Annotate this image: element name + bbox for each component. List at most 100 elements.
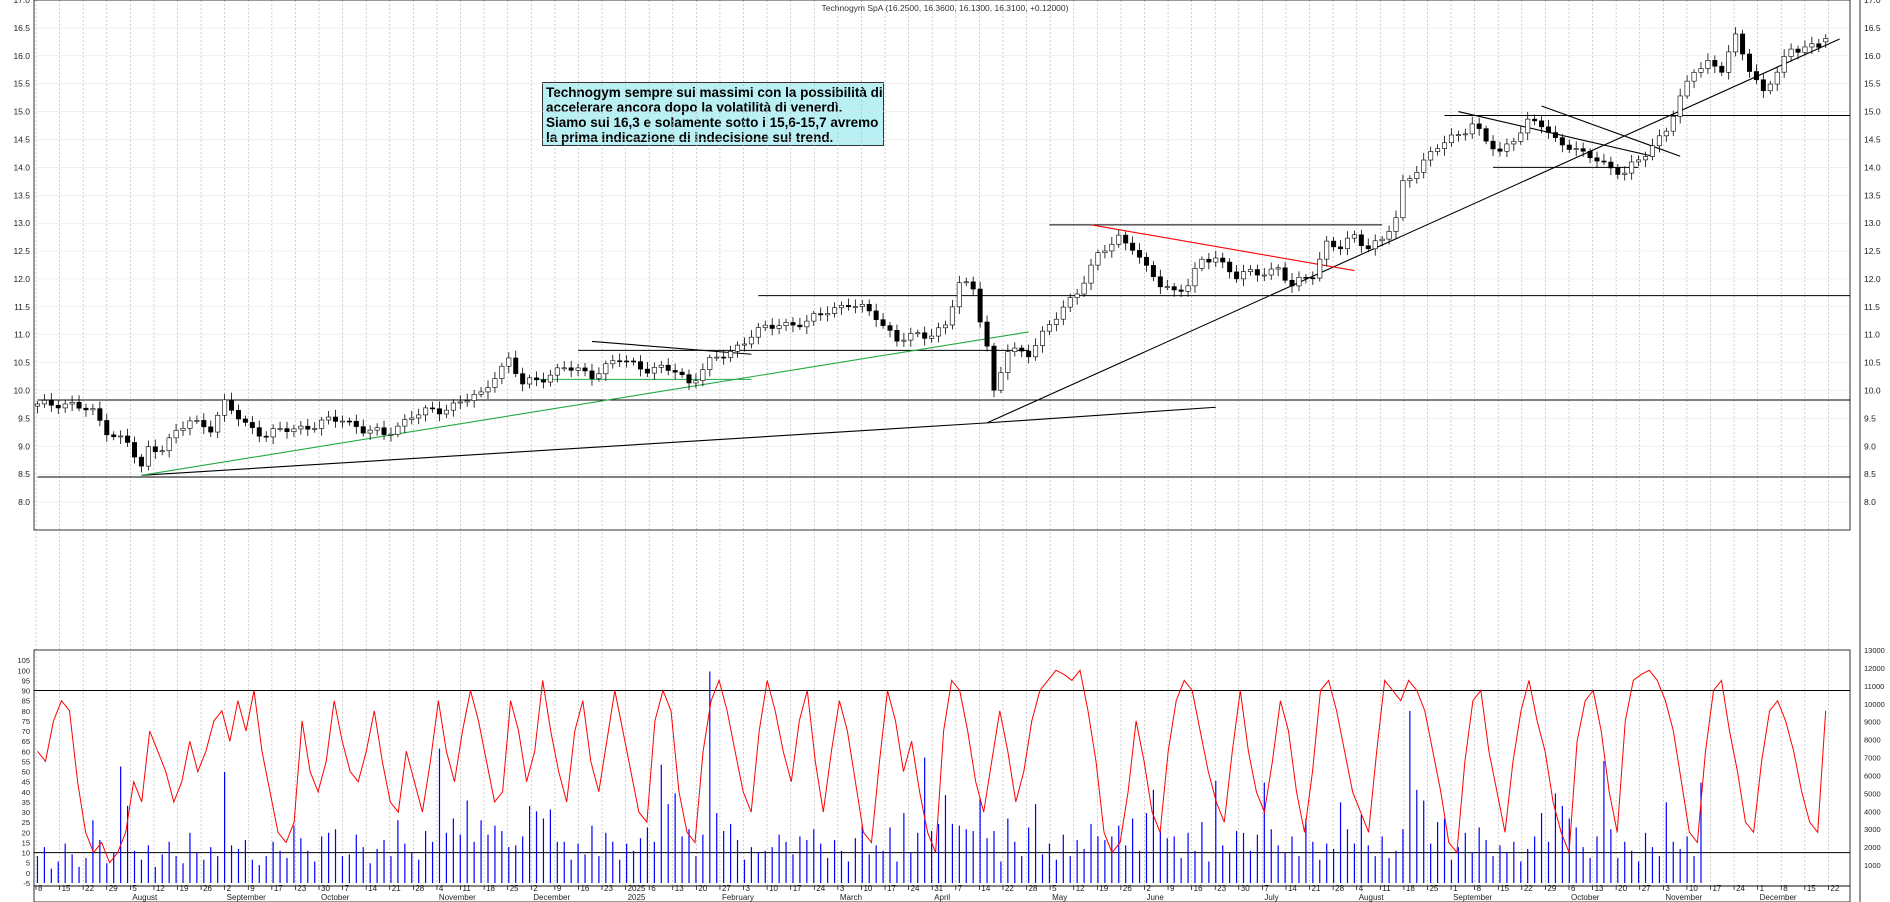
candle-body [832,307,838,314]
candle-body [1622,172,1628,175]
y-tick-label-right: 16.5 [1864,23,1881,33]
candle-body [977,288,983,323]
candle-body [589,370,595,379]
y-tick-label-left: 11.5 [14,302,30,312]
candle-body [1358,234,1364,247]
x-tick-label: 29 [1547,884,1556,893]
candle-body [700,369,706,381]
candle-body [1511,141,1517,145]
x-tick-label: 17 [274,884,283,893]
candle-body [1143,256,1149,266]
candle-body [395,425,401,435]
candle-body [582,367,588,372]
candle-body [1254,269,1260,276]
candle-body [520,373,526,385]
candle-body [845,305,851,308]
candle-body [859,304,865,307]
candle-body [1005,351,1011,373]
month-label: December [1760,893,1797,902]
y-tick-label-right: 14.0 [1864,162,1881,172]
candle-body [173,430,179,439]
annotation-line: Siamo sui 16,3 e solamente sotto i 15,6-… [546,115,879,130]
candle-body [353,420,359,427]
candle-body [1046,324,1052,332]
candle-body [1649,145,1655,157]
y-tick-label-right: 8.5 [1864,469,1876,479]
x-tick-label: 4 [1359,884,1364,893]
x-tick-label: 8 [38,884,43,893]
candle-body [249,422,255,428]
x-tick-label: 19 [180,884,189,893]
candle-body [367,429,373,434]
candle-body [270,428,276,438]
x-tick-label: 23 [604,884,613,893]
candle-body [215,414,221,433]
candle-body [1227,261,1233,273]
month-label: April [934,893,950,902]
y-tick-label-left: 14.5 [13,134,30,144]
stochastic-line [37,669,1827,864]
candle-body [222,399,228,416]
candle-body [866,304,872,312]
candle-body [1053,318,1059,325]
candle-body [811,313,817,322]
candle-body [804,320,810,328]
candle-body [284,428,290,432]
candle-body [991,345,997,391]
candle-body [1566,144,1572,150]
candle-body [1282,267,1288,281]
candle-body [783,322,789,326]
candle-body [901,339,907,342]
candle-body [547,374,553,383]
candle-body [1462,133,1468,136]
candle-body [194,420,200,422]
candle-body [915,332,921,335]
y-tick-label-left: 14.0 [13,162,30,172]
candle-body [1774,71,1780,85]
y-tick-label-right: 17.0 [1864,0,1881,5]
candle-body [561,367,567,370]
candle-body [1788,48,1794,57]
stoch-tick-label: 85 [22,697,30,706]
month-label: May [1052,893,1067,902]
x-tick-label: 22 [85,884,94,893]
candle-body [1220,257,1226,263]
stoch-tick-label: 95 [22,676,30,685]
candle-body [1095,252,1101,266]
candle-body [1192,268,1198,287]
candle-body [887,325,893,331]
candle-body [665,364,671,371]
candle-body [180,428,186,431]
x-tick-label: 3 [746,884,751,893]
candle-body [1663,130,1669,137]
month-label: July [1264,893,1278,902]
stoch-tick-label: 50 [22,768,30,777]
x-tick-label: 6 [651,884,656,893]
volume-tick-label: 13000 [1864,646,1885,655]
candle-body [1587,150,1593,159]
candle-body [880,319,886,326]
candle-body [69,401,75,405]
x-tick-label: 24 [1736,884,1745,893]
candle-body [554,367,560,376]
candle-body [346,420,352,423]
candle-body [755,327,761,338]
x-tick-label: 14 [981,884,990,893]
candle-body [1060,306,1066,320]
candle-body [1234,271,1240,280]
x-tick-label: 12 [1076,884,1085,893]
candle-body [658,364,664,368]
candle-body [187,420,193,429]
candle-body [575,367,581,371]
candle-body [339,420,345,423]
candle-body [762,324,768,328]
y-tick-label-left: 15.5 [13,79,30,89]
x-tick-label: 7 [1264,884,1269,893]
candle-body [1421,159,1427,173]
candle-body [790,322,796,326]
candle-body [312,428,318,430]
x-tick-label: 25 [510,884,519,893]
candle-body [1185,285,1191,292]
candle-body [333,416,339,422]
candle-body [430,407,436,410]
